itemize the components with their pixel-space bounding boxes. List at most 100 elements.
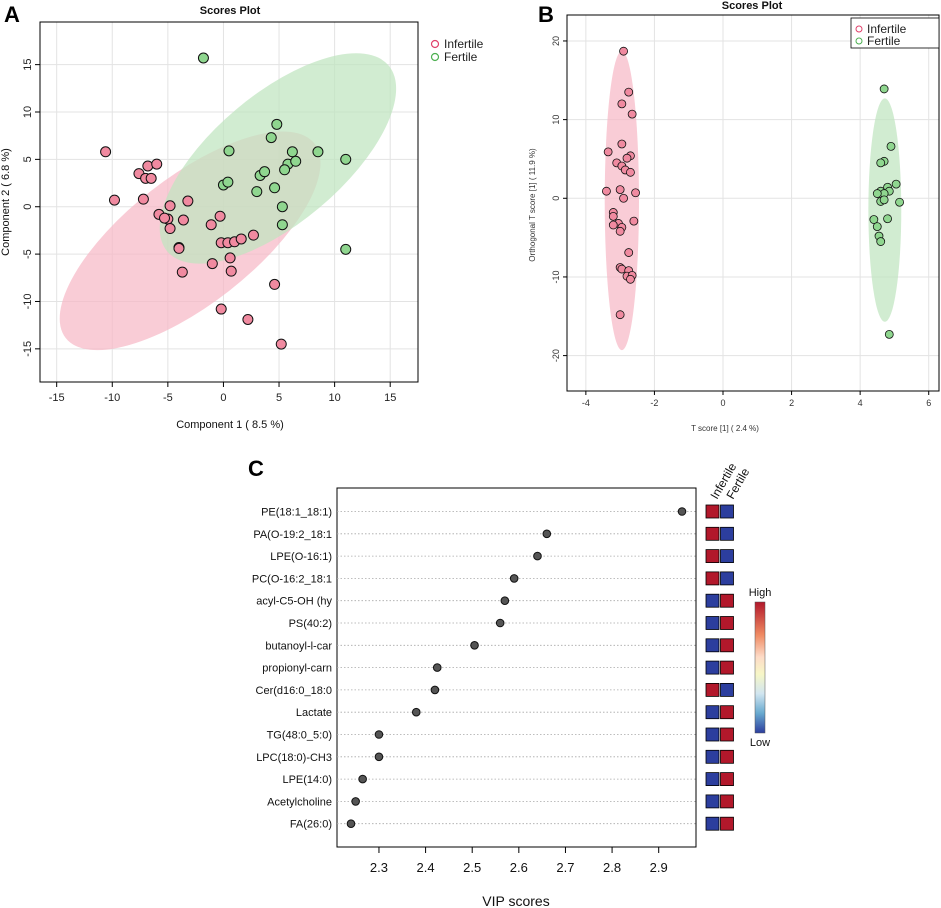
b-ytick-label-0: -20 [551, 349, 561, 362]
panel-b-legend-fertile-marker [855, 37, 863, 45]
vip-point-10 [374, 730, 384, 739]
a-ytick-label-0: -15 [22, 341, 34, 357]
b-point-infertile-2 [617, 99, 627, 109]
heatmap-cell-6-fertile [720, 638, 734, 653]
heatmap-cell-14-infertile [705, 816, 720, 831]
heatmap-cell-4-fertile [720, 593, 734, 608]
b-xtick-label-4: 4 [858, 398, 863, 408]
b-point-infertile-11 [626, 167, 635, 177]
b-point-infertile-22 [615, 226, 625, 236]
vip-xtick-label-6: 2.9 [650, 860, 668, 875]
a-xtick-label-0: -15 [49, 392, 65, 404]
a-point-infertile-0 [100, 146, 112, 158]
b-point-infertile-30 [615, 310, 625, 320]
a-point-infertile-15 [176, 266, 188, 278]
b-ytick-label-3: 10 [551, 115, 561, 125]
vip-category-label-6: butanoyl-l-car [265, 640, 332, 652]
panel-b-legend-infertile-marker [855, 25, 863, 33]
a-point-infertile-30 [269, 278, 281, 290]
vip-category-label-14: FA(26:0) [290, 819, 332, 831]
a-point-infertile-7 [137, 193, 149, 205]
heatmap-cell-6-infertile [705, 638, 720, 653]
vip-category-label-9: Lactate [296, 707, 332, 719]
panel-a-frame [39, 21, 419, 383]
heatmap-cell-11-fertile [720, 749, 734, 764]
a-point-infertile-26 [235, 233, 247, 245]
heatmap-cell-8-fertile [720, 683, 734, 697]
vip-xtick-label-1: 2.4 [417, 860, 435, 875]
a-point-fertile-12 [222, 176, 234, 188]
heatmap-cell-8-infertile [705, 683, 720, 697]
heatmap-cell-3-infertile [705, 571, 720, 586]
b-point-infertile-1 [624, 87, 634, 97]
heatmap-cell-11-infertile [705, 749, 720, 764]
panel-b-title: Scores Plot [722, 0, 783, 12]
vip-xtick-label-2: 2.5 [463, 860, 481, 875]
a-point-infertile-10 [159, 212, 171, 224]
a-point-fertile-3 [265, 132, 277, 144]
a-point-infertile-18 [205, 219, 217, 231]
vip-category-label-8: Cer(d16:0_18:0 [256, 685, 332, 697]
vip-xtick-label-4: 2.7 [556, 860, 574, 875]
a-point-fertile-15 [312, 146, 324, 158]
a-point-fertile-18 [340, 243, 352, 255]
panel-letter-b: B [538, 2, 554, 27]
vip-category-label-3: PC(O-16:2_18:1 [252, 573, 332, 585]
b-xtick-label-5: 6 [926, 398, 931, 408]
vip-category-label-13: Acetylcholine [267, 796, 332, 808]
heatmap-cell-12-infertile [705, 772, 720, 786]
panel-letter-a: A [4, 2, 20, 27]
a-ytick-label-4: 5 [22, 156, 34, 162]
a-point-infertile-19 [206, 258, 218, 270]
a-point-fertile-9 [259, 166, 271, 178]
panel-c-x-ticks: 2.3 2.4 2.5 2.6 2.7 2.8 2.9 [370, 847, 668, 875]
a-point-fertile-0 [197, 52, 209, 64]
heatmap-cell-2-fertile [720, 549, 734, 563]
heatmap-cell-10-fertile [720, 727, 734, 742]
a-point-infertile-6 [151, 158, 163, 170]
a-point-infertile-28 [242, 313, 254, 325]
vip-xtick-label-0: 2.3 [370, 860, 388, 875]
b-point-fertile-9 [872, 189, 882, 198]
panel-a-legend-infertile-marker [430, 39, 440, 49]
a-point-infertile-11 [164, 223, 176, 235]
panel-b-points [602, 46, 904, 339]
b-point-infertile-0 [619, 46, 628, 56]
a-point-infertile-14 [177, 214, 189, 226]
a-point-fertile-13 [251, 186, 263, 198]
vip-category-label-12: LPE(14:0) [282, 774, 332, 786]
a-ytick-label-5: 10 [22, 106, 34, 118]
vip-category-label-10: TG(48:0_5:0) [267, 730, 332, 742]
vip-point-12 [358, 774, 367, 784]
panel-a-legend-infertile: Infertile [444, 37, 484, 51]
panel-c-x-label: VIP scores [482, 893, 549, 908]
a-point-fertile-2 [271, 118, 283, 130]
a-point-infertile-31 [275, 338, 287, 350]
a-point-fertile-16 [340, 153, 352, 165]
a-xtick-label-6: 15 [384, 392, 396, 404]
b-xtick-label-2: 0 [720, 398, 725, 408]
a-ytick-label-3: 0 [22, 204, 34, 210]
b-ytick-label-4: 20 [551, 36, 561, 46]
a-point-infertile-1 [108, 194, 120, 206]
panel-b-x-label: T score [1] ( 2.4 %) [691, 424, 759, 433]
heatmap-cell-9-infertile [705, 705, 720, 720]
b-point-infertile-23 [624, 248, 634, 257]
b-point-infertile-13 [615, 185, 625, 195]
vip-point-13 [351, 797, 360, 806]
panel-a-x-ticks: -15 -10 -5 0 5 10 15 [49, 382, 396, 404]
panel-letter-c: C [248, 456, 264, 481]
a-point-infertile-17 [173, 242, 185, 254]
a-point-infertile-27 [247, 229, 259, 241]
b-point-infertile-8 [622, 153, 632, 163]
b-point-fertile-0 [879, 84, 889, 94]
a-point-fertile-14 [276, 201, 288, 213]
vip-point-5 [495, 618, 505, 628]
a-point-infertile-29 [215, 303, 227, 315]
panel-a-y-ticks: -15 -10 -5 0 5 10 15 [22, 59, 40, 357]
a-xtick-label-5: 10 [328, 392, 340, 404]
heatmap-cell-12-fertile [720, 772, 734, 786]
vip-category-label-7: propionyl-carn [262, 663, 332, 675]
panel-b-legend: Infertile Fertile [850, 17, 940, 49]
panel-b-frame [566, 14, 940, 392]
